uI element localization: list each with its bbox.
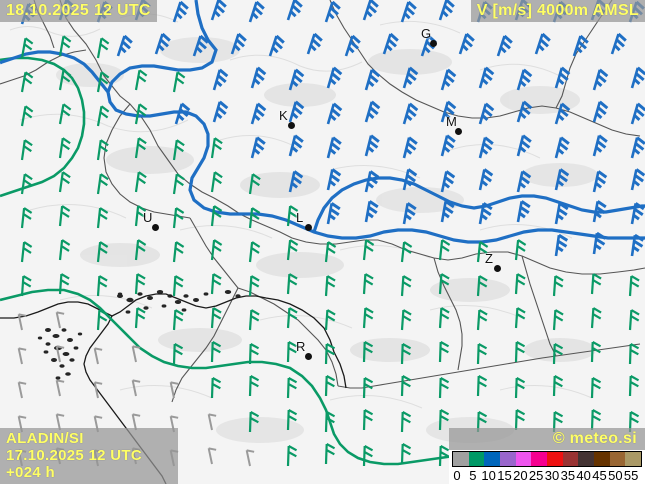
legend-tick-labels: 0 5 10 15 20 25 30 35 40 45 50 55: [449, 468, 645, 483]
legend-swatch-10: [609, 452, 626, 466]
city-label: M: [446, 114, 457, 129]
legend-swatch-8: [578, 452, 595, 466]
model-run: 17.10.2025 12 UTC +024 h: [6, 447, 143, 481]
city-label: R: [296, 339, 306, 354]
city-label: G: [421, 26, 432, 41]
legend-swatch-9: [594, 452, 610, 466]
legend-swatch-5: [531, 452, 548, 466]
legend-tick-55: 55: [623, 468, 639, 483]
legend-color-swatches: [452, 451, 642, 467]
contour-blue: [0, 0, 645, 244]
city-dot-icon: [494, 265, 501, 272]
city-label: K: [279, 108, 288, 123]
legend-swatch-7: [562, 452, 579, 466]
city-dot-icon: [305, 353, 312, 360]
legend-tick-20: 20: [513, 468, 528, 483]
legend-swatch-6: [547, 452, 563, 466]
legend-swatch-11: [625, 452, 642, 466]
legend-tick-0: 0: [453, 468, 461, 483]
city-label: U: [143, 210, 153, 225]
parameter-label: V [m/s] 4000m AMSL: [470, 0, 645, 22]
legend-tick-45: 45: [592, 468, 607, 483]
legend-tick-50: 50: [608, 468, 623, 483]
model-info-box: ALADIN/SI 17.10.2025 12 UTC +024 h: [0, 428, 178, 484]
city-label: Z: [485, 251, 493, 266]
city-dot-icon: [430, 40, 437, 47]
legend-tick-35: 35: [560, 468, 576, 483]
wind-speed-legend: 0 5 10 15 20 25 30 35 40 45 50 55: [449, 450, 645, 484]
legend-tick-15: 15: [497, 468, 512, 483]
legend-swatch-0: [453, 452, 469, 466]
legend-tick-25: 25: [528, 468, 544, 483]
city-dot-icon: [455, 128, 462, 135]
legend-tick-10: 10: [481, 468, 496, 483]
legend-swatch-2: [484, 452, 501, 466]
city-dot-icon: [305, 224, 312, 231]
city-dot-icon: [288, 122, 295, 129]
legend-swatch-1: [468, 452, 485, 466]
legend-tick-40: 40: [576, 468, 591, 483]
copyright-label: © meteo.si: [449, 428, 645, 450]
legend-swatch-4: [515, 452, 532, 466]
legend-tick-5: 5: [469, 468, 477, 483]
valid-time-label: 18.10.2025 12 UTC: [0, 0, 157, 22]
model-name: ALADIN/SI: [6, 430, 84, 447]
legend-tick-30: 30: [544, 468, 560, 483]
city-label: L: [296, 210, 304, 225]
city-dot-icon: [152, 224, 159, 231]
legend-swatch-3: [500, 452, 516, 466]
